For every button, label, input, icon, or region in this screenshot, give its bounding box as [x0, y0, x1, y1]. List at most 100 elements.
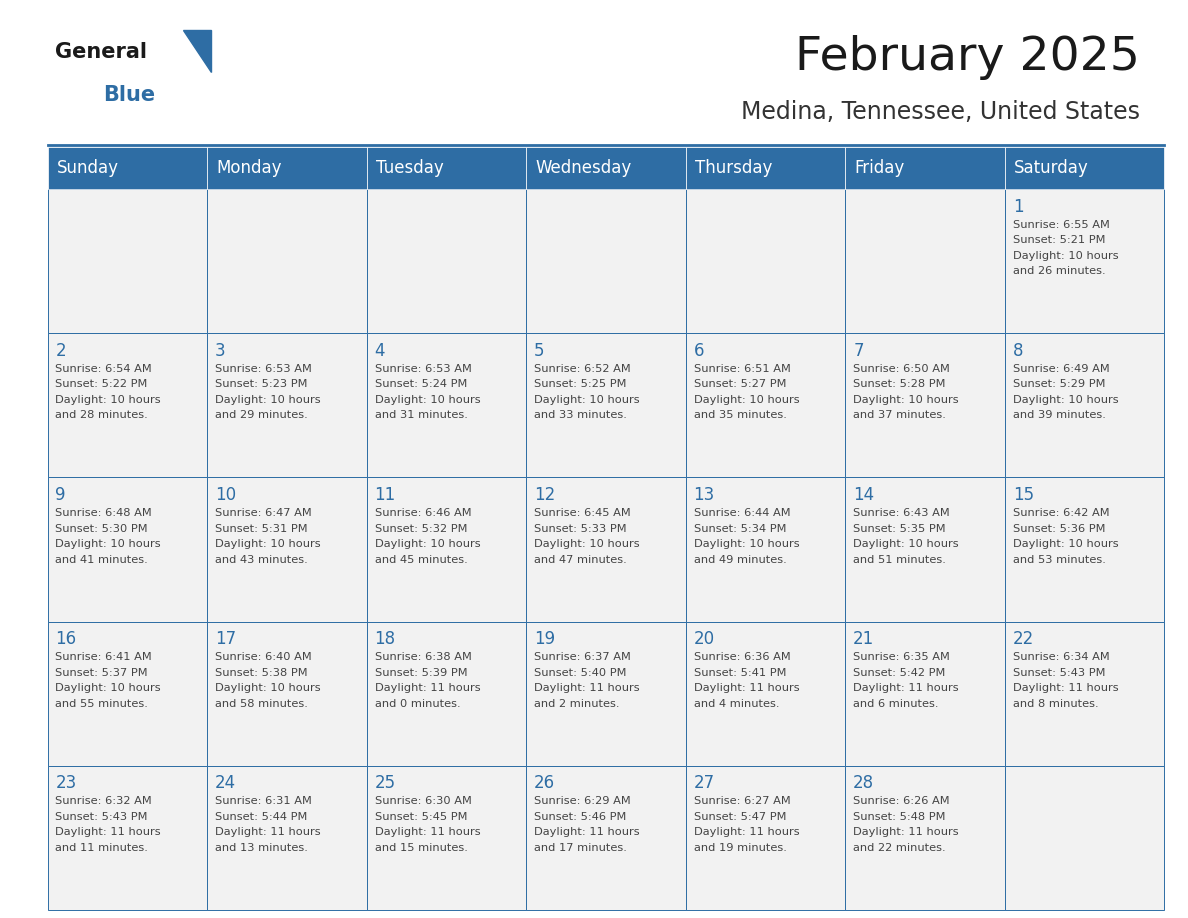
Text: 10: 10 [215, 486, 236, 504]
Text: Daylight: 10 hours: Daylight: 10 hours [215, 683, 321, 693]
Text: Daylight: 11 hours: Daylight: 11 hours [374, 683, 480, 693]
Text: 18: 18 [374, 631, 396, 648]
Text: 8: 8 [1012, 341, 1023, 360]
Text: Sunrise: 6:40 AM: Sunrise: 6:40 AM [215, 653, 311, 662]
Text: Sunset: 5:35 PM: Sunset: 5:35 PM [853, 523, 946, 533]
Text: Sunrise: 6:35 AM: Sunrise: 6:35 AM [853, 653, 950, 662]
Text: Sunrise: 6:36 AM: Sunrise: 6:36 AM [694, 653, 790, 662]
Text: Sunrise: 6:41 AM: Sunrise: 6:41 AM [56, 653, 152, 662]
Text: and 53 minutes.: and 53 minutes. [1012, 554, 1106, 565]
Text: Sunrise: 6:31 AM: Sunrise: 6:31 AM [215, 797, 312, 806]
Bar [845, 189, 1005, 333]
Text: Daylight: 10 hours: Daylight: 10 hours [56, 395, 162, 405]
Text: Sunset: 5:23 PM: Sunset: 5:23 PM [215, 379, 308, 389]
Bar [845, 766, 1005, 910]
Text: Daylight: 11 hours: Daylight: 11 hours [694, 683, 800, 693]
Text: Sunset: 5:38 PM: Sunset: 5:38 PM [215, 667, 308, 677]
Bar [845, 147, 1005, 189]
Text: and 43 minutes.: and 43 minutes. [215, 554, 308, 565]
Text: Daylight: 10 hours: Daylight: 10 hours [1012, 539, 1118, 549]
Text: Monday: Monday [216, 159, 282, 177]
Bar [1005, 189, 1164, 333]
Text: Saturday: Saturday [1015, 159, 1089, 177]
Text: and 6 minutes.: and 6 minutes. [853, 699, 939, 709]
Text: Sunrise: 6:49 AM: Sunrise: 6:49 AM [1012, 364, 1110, 374]
Bar [48, 333, 207, 477]
Bar [845, 477, 1005, 621]
Text: Daylight: 10 hours: Daylight: 10 hours [1012, 251, 1118, 261]
Text: Sunset: 5:31 PM: Sunset: 5:31 PM [215, 523, 308, 533]
Bar [685, 147, 845, 189]
Text: and 37 minutes.: and 37 minutes. [853, 410, 946, 420]
Text: Sunset: 5:48 PM: Sunset: 5:48 PM [853, 812, 946, 822]
Text: Sunset: 5:27 PM: Sunset: 5:27 PM [694, 379, 786, 389]
Text: Sunset: 5:34 PM: Sunset: 5:34 PM [694, 523, 786, 533]
Bar [526, 189, 685, 333]
Text: 28: 28 [853, 775, 874, 792]
Text: 3: 3 [215, 341, 226, 360]
Text: General: General [55, 42, 147, 62]
Bar [367, 333, 526, 477]
Text: and 0 minutes.: and 0 minutes. [374, 699, 460, 709]
Text: Sunrise: 6:27 AM: Sunrise: 6:27 AM [694, 797, 790, 806]
Text: and 51 minutes.: and 51 minutes. [853, 554, 946, 565]
Text: Daylight: 11 hours: Daylight: 11 hours [1012, 683, 1118, 693]
Bar [367, 621, 526, 766]
Text: Sunrise: 6:43 AM: Sunrise: 6:43 AM [853, 508, 950, 518]
Text: Sunrise: 6:55 AM: Sunrise: 6:55 AM [1012, 219, 1110, 230]
Text: and 2 minutes.: and 2 minutes. [535, 699, 620, 709]
Bar [526, 621, 685, 766]
Text: and 22 minutes.: and 22 minutes. [853, 843, 946, 853]
Text: Thursday: Thursday [695, 159, 772, 177]
Text: and 8 minutes.: and 8 minutes. [1012, 699, 1099, 709]
Bar [207, 189, 367, 333]
Text: Daylight: 10 hours: Daylight: 10 hours [535, 395, 639, 405]
Text: 16: 16 [56, 631, 76, 648]
Text: Sunrise: 6:52 AM: Sunrise: 6:52 AM [535, 364, 631, 374]
Text: Blue: Blue [103, 85, 156, 105]
Text: Sunset: 5:25 PM: Sunset: 5:25 PM [535, 379, 626, 389]
Bar [207, 621, 367, 766]
Text: Friday: Friday [854, 159, 905, 177]
Text: 17: 17 [215, 631, 236, 648]
Text: Sunrise: 6:50 AM: Sunrise: 6:50 AM [853, 364, 950, 374]
Text: 19: 19 [535, 631, 555, 648]
Text: Sunset: 5:36 PM: Sunset: 5:36 PM [1012, 523, 1105, 533]
Text: Sunrise: 6:38 AM: Sunrise: 6:38 AM [374, 653, 472, 662]
Text: Daylight: 11 hours: Daylight: 11 hours [535, 827, 639, 837]
Text: Sunrise: 6:29 AM: Sunrise: 6:29 AM [535, 797, 631, 806]
Text: and 11 minutes.: and 11 minutes. [56, 843, 148, 853]
Text: and 47 minutes.: and 47 minutes. [535, 554, 627, 565]
Text: Sunset: 5:32 PM: Sunset: 5:32 PM [374, 523, 467, 533]
Text: Daylight: 11 hours: Daylight: 11 hours [374, 827, 480, 837]
Text: and 28 minutes.: and 28 minutes. [56, 410, 148, 420]
Text: Daylight: 10 hours: Daylight: 10 hours [853, 539, 959, 549]
Text: and 33 minutes.: and 33 minutes. [535, 410, 627, 420]
Text: Sunrise: 6:30 AM: Sunrise: 6:30 AM [374, 797, 472, 806]
Text: Sunset: 5:33 PM: Sunset: 5:33 PM [535, 523, 627, 533]
Text: Daylight: 11 hours: Daylight: 11 hours [694, 827, 800, 837]
Text: Daylight: 10 hours: Daylight: 10 hours [215, 539, 321, 549]
Text: Daylight: 10 hours: Daylight: 10 hours [374, 539, 480, 549]
Bar [1005, 621, 1164, 766]
Bar [526, 477, 685, 621]
Bar [48, 766, 207, 910]
Bar [685, 333, 845, 477]
Bar [207, 147, 367, 189]
Bar [526, 766, 685, 910]
Text: 2: 2 [56, 341, 67, 360]
Text: Sunset: 5:40 PM: Sunset: 5:40 PM [535, 667, 626, 677]
Text: Sunset: 5:30 PM: Sunset: 5:30 PM [56, 523, 148, 533]
Text: Sunrise: 6:45 AM: Sunrise: 6:45 AM [535, 508, 631, 518]
Text: Sunset: 5:39 PM: Sunset: 5:39 PM [374, 667, 467, 677]
Text: Daylight: 10 hours: Daylight: 10 hours [694, 395, 800, 405]
Text: Sunrise: 6:47 AM: Sunrise: 6:47 AM [215, 508, 311, 518]
Bar [685, 477, 845, 621]
Text: and 13 minutes.: and 13 minutes. [215, 843, 308, 853]
Text: 23: 23 [56, 775, 77, 792]
Text: Sunset: 5:21 PM: Sunset: 5:21 PM [1012, 235, 1105, 245]
Text: and 4 minutes.: and 4 minutes. [694, 699, 779, 709]
Bar [526, 333, 685, 477]
Bar [685, 766, 845, 910]
Text: Sunrise: 6:32 AM: Sunrise: 6:32 AM [56, 797, 152, 806]
